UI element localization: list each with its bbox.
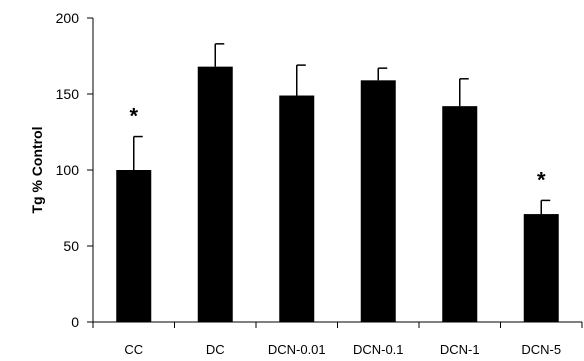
bar xyxy=(197,66,233,322)
x-ticks: CC DC DCN-0.01 DCN-0.1 DCN-1 DCN-5 xyxy=(92,322,583,357)
y-axis: 0 50 100 150 200 xyxy=(56,10,94,330)
y-tick-label: 50 xyxy=(63,238,79,254)
x-tick-label: DCN-0.01 xyxy=(268,342,326,357)
x-axis: CC DC DCN-0.01 DCN-0.1 DCN-1 DCN-5 xyxy=(92,321,583,357)
y-tick-label: 0 xyxy=(71,314,79,330)
bars: ** xyxy=(116,43,559,323)
y-tick-label: 150 xyxy=(56,86,80,102)
bar xyxy=(523,214,559,322)
significance-marker: * xyxy=(129,104,138,129)
y-ticks: 0 50 100 150 200 xyxy=(56,10,93,330)
x-tick-label: DCN-0.1 xyxy=(353,342,404,357)
x-tick-label: DCN-5 xyxy=(521,342,561,357)
y-tick-label: 100 xyxy=(56,162,80,178)
x-tick-label: DCN-1 xyxy=(440,342,480,357)
y-tick-label: 200 xyxy=(56,10,80,26)
bar xyxy=(360,80,396,322)
bar xyxy=(279,95,315,323)
x-tick-label: CC xyxy=(124,342,143,357)
significance-marker: * xyxy=(537,167,546,192)
y-axis-label: Tg % Control xyxy=(29,126,45,213)
bar xyxy=(116,170,152,322)
bar xyxy=(442,106,478,322)
x-tick-label: DC xyxy=(206,342,225,357)
